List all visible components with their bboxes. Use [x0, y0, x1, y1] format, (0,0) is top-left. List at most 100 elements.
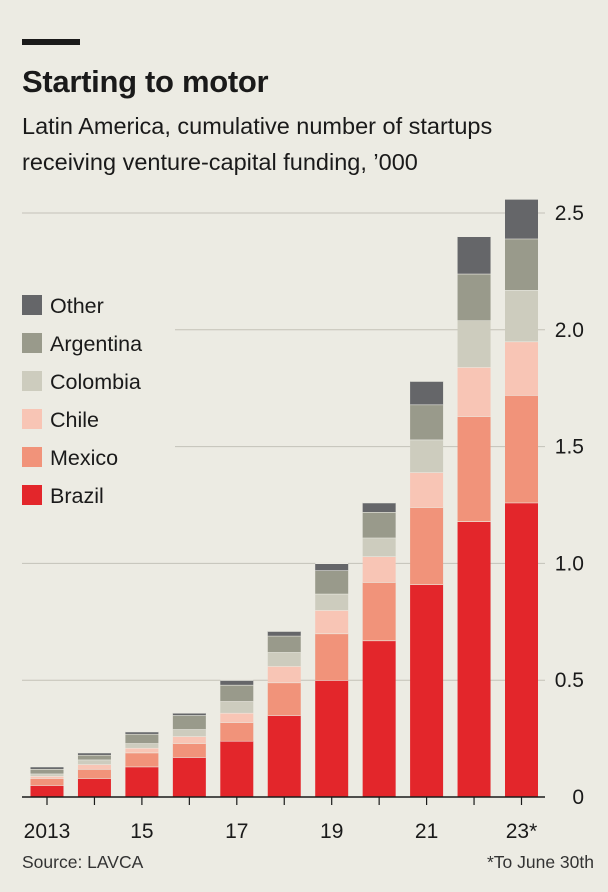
bar-segment [220, 701, 254, 713]
bar-segment [77, 764, 111, 769]
bar-segment [220, 722, 254, 741]
y-tick-label: 0 [572, 786, 584, 809]
bar-segment [410, 404, 444, 440]
bar-segment [457, 320, 491, 368]
bar-segment [410, 439, 444, 473]
bar-segment [30, 766, 64, 769]
bar-segment [362, 512, 396, 538]
legend-label: Mexico [50, 446, 118, 470]
bar-segment [172, 729, 206, 737]
bar-segment [410, 584, 444, 797]
chart-subtitle: Latin America, cumulative number of star… [22, 113, 493, 175]
legend-label: Other [50, 294, 104, 318]
legend-label: Chile [50, 408, 99, 432]
bar-segment [220, 684, 254, 702]
bar-segment [457, 521, 491, 797]
bar-segment [125, 743, 159, 748]
bar-segment [410, 507, 444, 585]
legend-swatch [22, 333, 42, 353]
legend-label: Colombia [50, 370, 141, 394]
x-tick-label: 17 [225, 820, 248, 843]
bar-segment [125, 766, 159, 797]
bar-segment [267, 635, 301, 653]
bar-segment [267, 682, 301, 716]
x-tick-label: 15 [130, 820, 153, 843]
bar-segment [457, 236, 491, 274]
bar-segment [172, 715, 206, 730]
y-tick-label: 2.0 [555, 319, 584, 342]
x-tick-label: 2013 [24, 820, 71, 843]
bar-segment [505, 290, 538, 342]
bar-segment [30, 768, 64, 774]
bar-segment [30, 778, 64, 786]
bar-segment [505, 341, 538, 396]
bars [30, 198, 538, 797]
bar-segment [362, 537, 396, 557]
bar-segment [125, 733, 159, 744]
bar-segment [457, 416, 491, 522]
bar-segment [267, 715, 301, 797]
bar-segment [77, 754, 111, 760]
bar-segment [220, 740, 254, 797]
bar-segment [267, 652, 301, 667]
bar-segment [315, 563, 349, 571]
y-tick-label: 2.5 [555, 202, 584, 225]
bar-segment [505, 395, 538, 503]
bar-segment [362, 640, 396, 797]
source-note: Source: LAVCA [22, 852, 144, 872]
bar-segment [457, 367, 491, 417]
bar-segment [172, 743, 206, 758]
bar-segment [315, 570, 349, 594]
legend: Other Argentina Colombia Chile Mexico Brazil [22, 294, 142, 508]
footnote: *To June 30th [486, 852, 594, 872]
legend-label: Brazil [50, 484, 104, 508]
bar-segment [267, 666, 301, 683]
bar-segment [172, 736, 206, 744]
bar-segment [172, 712, 206, 716]
bar-segment [77, 759, 111, 765]
y-tick-labels: 0 0.5 1.0 1.5 2.0 2.5 [555, 202, 584, 809]
legend-swatch [22, 485, 42, 505]
bar-segment [220, 680, 254, 685]
y-tick-label: 1.5 [555, 436, 584, 459]
x-tick-labels: 2013 15 17 19 21 23* [24, 820, 538, 843]
legend-swatch [22, 295, 42, 315]
y-tick-label: 1.0 [555, 552, 584, 575]
legend-swatch [22, 371, 42, 391]
x-axis [22, 796, 545, 805]
bar-segment [30, 785, 64, 797]
bar-segment [172, 757, 206, 797]
bar-segment [315, 610, 349, 634]
bar-segment [410, 472, 444, 508]
bar-segment [410, 381, 444, 405]
bar-segment [505, 198, 538, 239]
bar-segment [125, 747, 159, 753]
bar-segment [77, 778, 111, 797]
bar-segment [315, 680, 349, 797]
top-accent-bar [22, 39, 80, 45]
bar-segment [30, 775, 64, 779]
bar-segment [505, 502, 538, 797]
x-tick-label: 21 [415, 820, 438, 843]
bar-segment [362, 582, 396, 641]
bar-segment [315, 633, 349, 681]
x-tick-label: 19 [320, 820, 343, 843]
bar-segment [362, 556, 396, 583]
bar-segment [125, 731, 159, 734]
legend-swatch [22, 409, 42, 429]
legend-label: Argentina [50, 332, 142, 356]
bar-segment [77, 752, 111, 755]
bar-segment [125, 752, 159, 767]
bar-segment [362, 502, 396, 513]
x-tick-label: 23* [506, 820, 538, 843]
y-tick-label: 0.5 [555, 669, 584, 692]
bar-segment [315, 593, 349, 611]
bar-segment [267, 631, 301, 636]
bar-segment [30, 773, 64, 776]
chart-title: Starting to motor [22, 64, 269, 99]
bar-segment [77, 768, 111, 779]
bar-segment [505, 238, 538, 291]
legend-swatch [22, 447, 42, 467]
bar-segment [457, 273, 491, 321]
